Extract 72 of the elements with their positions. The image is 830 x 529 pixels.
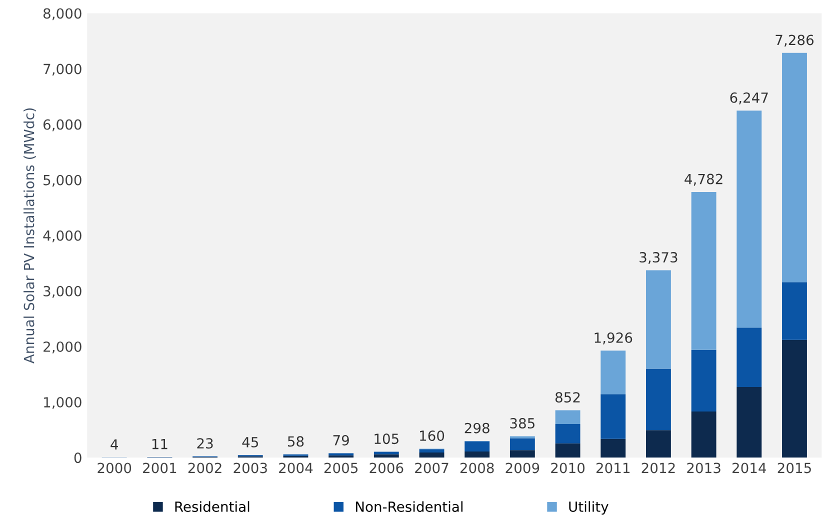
bar bbox=[600, 438, 626, 458]
bar bbox=[782, 340, 807, 458]
x-tick-label: 2012 bbox=[642, 462, 675, 474]
total-label: 852 bbox=[555, 392, 580, 403]
total-label: 1,926 bbox=[594, 332, 632, 344]
x-tick-label: 2006 bbox=[370, 462, 404, 474]
legend-label: Utility bbox=[569, 501, 608, 515]
x-tick-label: 2014 bbox=[732, 462, 766, 474]
x-tick-label: 2008 bbox=[460, 462, 494, 474]
y-tick-label: 2,000 bbox=[44, 341, 82, 354]
total-label: 105 bbox=[374, 434, 398, 444]
total-label: 58 bbox=[288, 436, 304, 447]
bar bbox=[374, 454, 399, 458]
x-tick-label: 2007 bbox=[415, 462, 448, 474]
y-axis-title: Annual Solar PV Installations (MWdc) bbox=[24, 108, 36, 364]
total-label: 160 bbox=[420, 430, 444, 442]
x-tick-label: 2000 bbox=[98, 462, 132, 474]
bar bbox=[646, 430, 671, 458]
x-tick-label: 2001 bbox=[143, 462, 176, 474]
x-tick-label: 2003 bbox=[234, 462, 267, 474]
x-tick-label: 2015 bbox=[778, 462, 811, 474]
x-tick-label: 2004 bbox=[279, 462, 313, 474]
y-tick-label: 8,000 bbox=[43, 8, 82, 20]
bar bbox=[691, 192, 716, 350]
total-label: 7,286 bbox=[776, 34, 814, 47]
bar bbox=[736, 328, 762, 388]
y-tick-label: 1,000 bbox=[44, 397, 82, 409]
bar bbox=[736, 110, 762, 328]
bar bbox=[736, 387, 762, 458]
y-tick-label: 4,000 bbox=[43, 230, 82, 242]
legend-label: Residential bbox=[175, 501, 250, 512]
total-label: 4,782 bbox=[684, 174, 722, 186]
bar bbox=[555, 443, 580, 458]
bar bbox=[374, 452, 399, 454]
total-label: 11 bbox=[152, 438, 168, 450]
legend-label: Non-Residential bbox=[356, 501, 463, 512]
bar bbox=[646, 368, 671, 430]
bar bbox=[600, 394, 626, 439]
bar bbox=[646, 270, 671, 369]
bar bbox=[782, 282, 807, 340]
bar bbox=[782, 52, 807, 282]
x-tick-label: 2005 bbox=[324, 462, 358, 474]
x-tick-label: 2009 bbox=[506, 462, 540, 474]
y-tick-label: 7,000 bbox=[44, 64, 82, 76]
bar bbox=[328, 455, 354, 458]
bar bbox=[510, 450, 535, 458]
total-label: 298 bbox=[464, 422, 490, 434]
x-tick-label: 2013 bbox=[687, 462, 720, 474]
bar bbox=[555, 424, 580, 444]
total-label: 3,373 bbox=[640, 252, 678, 264]
x-tick-label: 2002 bbox=[188, 462, 222, 474]
bar bbox=[600, 350, 626, 394]
total-label: 6,247 bbox=[730, 92, 768, 104]
y-tick-label: 6,000 bbox=[44, 119, 82, 132]
bar bbox=[419, 449, 444, 452]
bar bbox=[419, 452, 444, 458]
bar bbox=[464, 441, 490, 452]
y-tick-label: 0 bbox=[74, 452, 82, 464]
total-label: 45 bbox=[242, 437, 258, 448]
bar bbox=[510, 438, 535, 450]
bar bbox=[691, 411, 716, 458]
total-label: 23 bbox=[197, 438, 213, 449]
bar bbox=[464, 451, 490, 458]
bar bbox=[555, 410, 580, 424]
y-tick-label: 3,000 bbox=[44, 286, 82, 298]
bar bbox=[691, 350, 716, 412]
y-tick-label: 5,000 bbox=[44, 174, 82, 187]
x-tick-label: 2011 bbox=[596, 462, 630, 474]
total-label: 4 bbox=[110, 439, 118, 450]
total-label: 79 bbox=[333, 435, 349, 446]
x-tick-label: 2010 bbox=[551, 462, 585, 474]
total-label: 385 bbox=[510, 418, 534, 429]
